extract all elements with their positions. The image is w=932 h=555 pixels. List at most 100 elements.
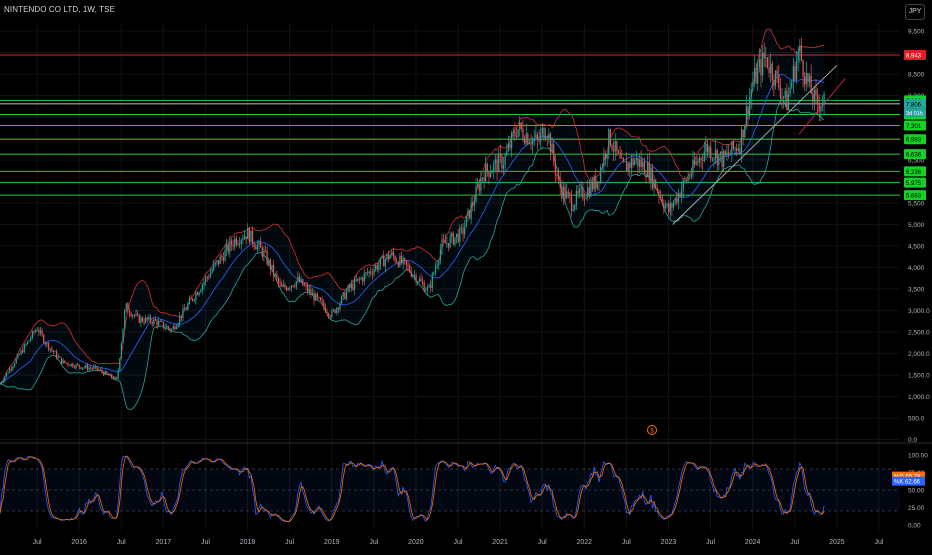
candle-body [561,187,563,199]
candle-body [399,255,401,267]
candle-body [515,135,518,137]
d-line [0,455,825,523]
candle-body [425,290,427,292]
dollar-icon[interactable]: $ [647,425,657,435]
candle-body [104,371,106,375]
candle-body [164,327,166,329]
candle-body [535,134,537,139]
currency-button[interactable]: JPY [905,4,925,20]
osc-value-tag: %K 62.66 [894,480,921,486]
candle-body [575,190,577,206]
candle-body [614,141,616,152]
candle-body [137,313,139,315]
candle-body [292,285,294,287]
candle-body [264,250,267,252]
candle-body [261,247,263,257]
candle-body [792,65,794,83]
candle-body [556,174,558,177]
candles [0,37,825,385]
candle-body [498,154,500,173]
candle-body [624,161,626,163]
candle-body [658,191,660,197]
candle-body [103,372,105,375]
candle-body [692,159,694,174]
candle-body [475,186,477,203]
candle-body [198,292,200,296]
candle-body [601,167,603,169]
candle-body [389,255,391,259]
candle-body [684,179,686,181]
candle-body [413,275,416,277]
candle-body [698,157,701,163]
candle-body [736,148,738,151]
candle-body [757,67,759,84]
candle-body [183,308,186,310]
candle-body [760,59,762,76]
candle-body [88,367,90,370]
candle-body [111,374,113,378]
candle-body [93,366,95,369]
candle-body [559,178,561,188]
candle-body [619,152,621,159]
candle-body [787,94,790,110]
upper-band-line [0,28,825,384]
candle-body [590,181,592,197]
candle-body [682,180,684,190]
candle-body [132,315,134,317]
candle-body [810,75,812,94]
candle-body [689,176,691,178]
candle-body [405,260,407,265]
candle-body [211,270,213,273]
candle-body [457,233,459,243]
candle-body [274,273,276,276]
candle-body [752,82,754,90]
candle-body [608,129,610,154]
candle-body [595,176,597,189]
candle-body [797,51,799,62]
candle-body [444,240,446,244]
candle-body [310,289,312,295]
candle-body [545,136,547,140]
candle-body [562,186,565,199]
candle-body [230,240,233,246]
candle-body [771,63,773,81]
candle-body [182,308,184,319]
candle-body [596,181,599,189]
candle-body [397,262,399,267]
candle-body [504,155,506,166]
candle-body [38,330,40,333]
time-tick-label: Jul [622,539,631,546]
candle-body [426,287,429,291]
candle-body [355,279,357,281]
time-tick-label: 2018 [240,539,256,546]
candle-body [468,209,471,219]
candle-body [643,161,645,174]
candle-body [532,138,534,145]
candle-body [222,256,225,262]
candle-body [47,342,50,350]
candle-body [436,264,438,268]
candle-body [117,370,119,379]
candle-body [823,93,825,104]
candle-body [418,279,420,282]
candle-body [758,59,760,68]
candle-body [611,145,613,150]
candle-body [577,190,579,194]
candle-body [528,143,531,145]
candle-body [723,151,725,167]
candle-body [391,252,393,256]
candle-body [647,162,649,177]
candle-body [591,181,594,190]
candle-body [316,293,318,298]
price-tick-label: 5,000 [908,222,925,229]
candle-body [336,308,338,313]
candle-body [530,143,532,145]
candle-body [622,158,624,162]
candle-body [384,259,386,267]
level-tag-label: 7,806 [906,102,922,108]
price-tick-label: 5,500 [908,201,925,208]
candle-body [386,254,388,260]
time-tick-label: Jul [285,539,294,546]
